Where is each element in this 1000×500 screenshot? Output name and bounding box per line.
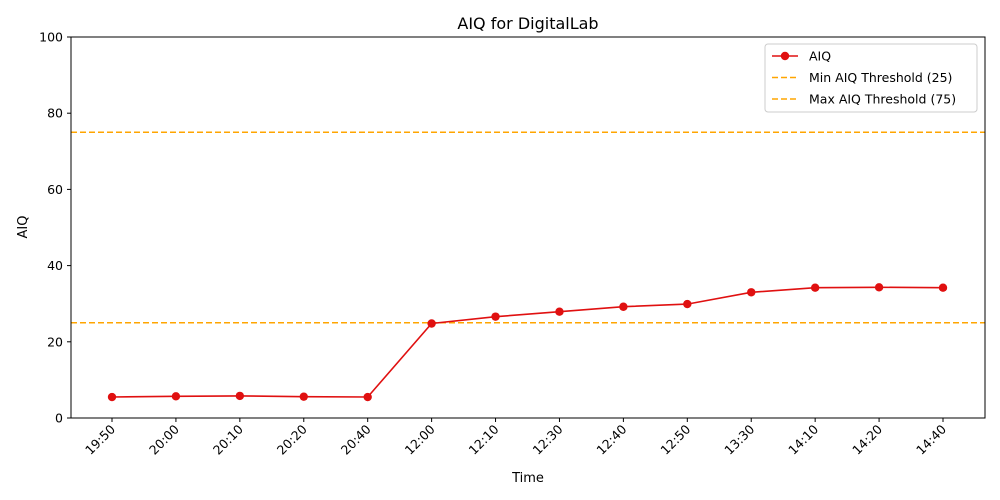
x-tick-label: 12:10 <box>466 421 502 457</box>
data-point <box>363 392 372 402</box>
y-tick-label: 20 <box>47 334 63 349</box>
x-tick-label: 13:30 <box>721 421 757 457</box>
x-axis-label: Time <box>511 471 544 486</box>
legend-label: Max AIQ Threshold (75) <box>809 92 956 107</box>
data-point <box>555 307 564 316</box>
data-point <box>874 283 884 292</box>
y-tick-label: 0 <box>55 411 63 426</box>
data-point <box>683 299 692 309</box>
data-point <box>299 392 308 401</box>
x-tick-label: 14:20 <box>849 421 885 457</box>
data-point <box>107 392 117 402</box>
y-tick-label: 100 <box>39 30 63 45</box>
data-point <box>810 283 820 292</box>
x-tick-label: 12:00 <box>402 421 438 457</box>
y-tick-label: 60 <box>47 182 63 197</box>
plot-frame <box>70 36 986 419</box>
x-tick-label: 20:00 <box>146 421 182 457</box>
series-line-aiq <box>111 286 944 398</box>
y-tick-label: 80 <box>47 106 63 121</box>
x-tick-label: 12:50 <box>657 421 693 457</box>
x-tick-label: 20:10 <box>210 421 246 457</box>
chart-title: AIQ for DigitalLab <box>457 14 598 33</box>
x-tick-label: 20:20 <box>274 421 310 457</box>
data-point <box>427 319 436 328</box>
data-point <box>938 283 948 292</box>
data-point <box>491 312 500 321</box>
legend-frame <box>764 43 978 113</box>
legend-marker <box>780 51 790 61</box>
legend: AIQ Min AIQ Threshold (25) Max AIQ Thresho… <box>764 43 978 113</box>
data-point <box>747 288 756 297</box>
legend-label: AIQ <box>809 49 831 64</box>
x-tick-label: 12:30 <box>529 421 565 457</box>
y-axis-label: AIQ <box>16 216 31 239</box>
data-point <box>619 302 628 311</box>
x-tick-label: 19:50 <box>82 421 118 457</box>
x-tick-label: 12:40 <box>593 421 629 457</box>
data-point <box>235 391 245 401</box>
legend-label: Min AIQ Threshold (25) <box>809 70 952 85</box>
x-tick-label: 14:10 <box>785 421 821 457</box>
y-tick-label: 40 <box>47 258 63 273</box>
x-tick-label: 14:40 <box>913 421 949 457</box>
data-point <box>171 392 181 401</box>
x-tick-label: 20:40 <box>338 421 374 457</box>
